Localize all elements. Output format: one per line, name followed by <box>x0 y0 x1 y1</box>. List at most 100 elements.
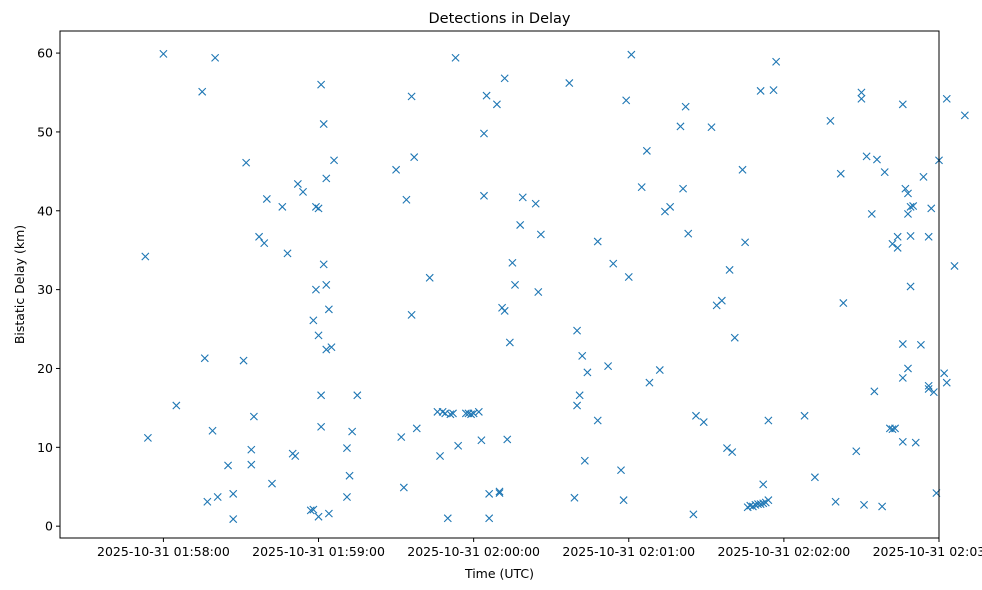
data-point <box>857 88 866 97</box>
data-point <box>451 53 460 62</box>
y-tick-label: 30 <box>37 282 53 297</box>
data-point <box>857 94 866 103</box>
data-point <box>655 366 664 375</box>
x-axis-label: Time (UTC) <box>464 566 534 581</box>
data-point <box>730 333 739 342</box>
data-point <box>407 310 416 319</box>
data-point <box>317 80 326 89</box>
data-point <box>909 202 918 211</box>
data-point <box>314 512 323 521</box>
y-axis-label: Bistatic Delay (km) <box>12 225 27 344</box>
data-point <box>448 409 457 418</box>
data-point <box>399 483 408 492</box>
data-point <box>903 189 912 198</box>
data-point <box>960 111 969 120</box>
data-point <box>342 444 351 453</box>
data-point <box>467 410 476 419</box>
x-tick-label: 2025-10-31 02:03:00 <box>873 544 982 559</box>
data-point <box>534 288 543 296</box>
data-point <box>348 427 357 436</box>
data-point <box>676 122 685 131</box>
data-point <box>756 86 765 95</box>
data-point <box>617 466 625 475</box>
data-point <box>906 282 915 291</box>
data-point <box>642 146 651 155</box>
data-point <box>624 273 633 281</box>
data-point <box>691 411 700 420</box>
data-point <box>860 500 869 509</box>
data-point <box>322 280 331 289</box>
data-point <box>353 391 362 400</box>
data-point <box>919 172 928 181</box>
data-point <box>578 351 587 360</box>
data-point <box>208 426 217 435</box>
data-point <box>392 165 401 174</box>
data-point <box>684 229 693 238</box>
data-point <box>299 187 308 196</box>
y-tick-label: 10 <box>37 440 53 455</box>
data-point <box>580 456 589 465</box>
data-point <box>924 384 933 393</box>
data-point <box>637 183 646 192</box>
data-point <box>500 74 509 83</box>
data-point <box>159 49 168 58</box>
data-point <box>200 354 209 363</box>
data-point <box>425 273 434 282</box>
data-point <box>322 345 331 354</box>
data-point <box>764 496 773 505</box>
data-point <box>725 265 734 274</box>
data-point <box>679 184 688 193</box>
data-point <box>888 239 897 248</box>
x-tick-label: 2025-10-31 01:59:00 <box>252 544 385 559</box>
data-point <box>870 387 879 396</box>
data-point <box>699 418 708 427</box>
data-point <box>681 102 690 111</box>
data-point <box>609 259 618 268</box>
data-point <box>505 338 514 347</box>
data-point <box>327 343 336 352</box>
data-point <box>583 368 592 377</box>
data-point <box>924 232 933 241</box>
data-point <box>402 195 411 204</box>
data-point <box>738 165 747 174</box>
data-point <box>911 438 920 447</box>
y-tick-label: 50 <box>37 124 53 139</box>
data-point <box>143 433 152 442</box>
data-point <box>247 445 256 454</box>
y-tick-label: 20 <box>37 361 53 376</box>
data-point <box>759 499 768 508</box>
data-point <box>319 120 328 129</box>
data-point <box>772 57 781 66</box>
data-point <box>309 316 318 325</box>
data-point <box>479 129 488 138</box>
data-point <box>645 378 654 387</box>
data-point <box>317 391 326 400</box>
data-point <box>249 412 258 421</box>
y-tick-label: 60 <box>37 46 53 61</box>
data-point <box>511 280 520 289</box>
data-point <box>198 87 207 96</box>
data-point <box>707 123 716 132</box>
data-point <box>410 153 419 162</box>
data-point <box>666 202 675 211</box>
x-tick-label: 2025-10-31 02:01:00 <box>562 544 695 559</box>
data-point <box>477 436 486 445</box>
data-point <box>839 299 848 308</box>
data-point <box>906 202 915 211</box>
data-point <box>345 471 354 480</box>
data-point <box>531 199 540 208</box>
data-point <box>916 340 925 349</box>
data-point <box>324 305 333 314</box>
data-point <box>741 238 750 247</box>
data-point <box>929 388 938 397</box>
data-point <box>728 448 737 457</box>
data-point <box>495 487 504 496</box>
data-point <box>314 331 323 340</box>
data-point <box>880 168 889 177</box>
data-point <box>317 422 326 431</box>
data-point <box>224 461 233 470</box>
data-point <box>255 232 264 241</box>
data-point <box>573 401 582 410</box>
data-point <box>950 261 959 270</box>
